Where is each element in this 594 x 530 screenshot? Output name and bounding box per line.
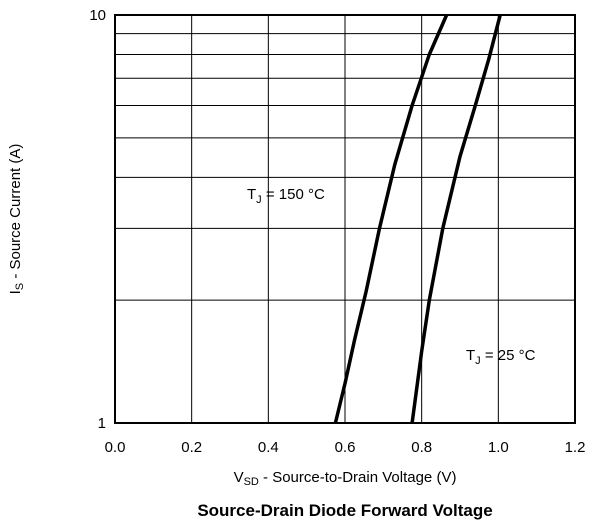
x-axis-label: VSD - Source-to-Drain Voltage (V) xyxy=(234,469,457,488)
series-layer xyxy=(333,14,502,424)
x-tick-label: 0.4 xyxy=(258,439,279,456)
y-axis-label: IS - Source Current (A) xyxy=(7,144,26,295)
x-tick-label: 0.2 xyxy=(181,439,202,456)
x-tick-label: 0.8 xyxy=(411,439,432,456)
x-tick-label: 0.6 xyxy=(335,439,356,456)
plot-frame xyxy=(114,14,576,424)
x-tick-labels: 0.0 0.2 0.4 0.6 0.8 1.0 1.2 xyxy=(105,439,586,456)
grid xyxy=(115,15,575,423)
y-tick-label: 10 xyxy=(89,7,106,24)
y-tick-labels: 1 10 xyxy=(89,7,106,432)
series-line-1 xyxy=(410,14,502,424)
series-line-0 xyxy=(333,14,449,424)
y-tick-label: 1 xyxy=(98,415,106,432)
series-label-150c: TJ = 150 °C xyxy=(247,186,325,206)
series-label-25c: TJ = 25 °C xyxy=(466,347,536,367)
chart-title: Source-Drain Diode Forward Voltage xyxy=(197,501,492,520)
x-tick-label: 0.0 xyxy=(105,439,126,456)
x-tick-label: 1.0 xyxy=(488,439,509,456)
x-tick-label: 1.2 xyxy=(565,439,586,456)
